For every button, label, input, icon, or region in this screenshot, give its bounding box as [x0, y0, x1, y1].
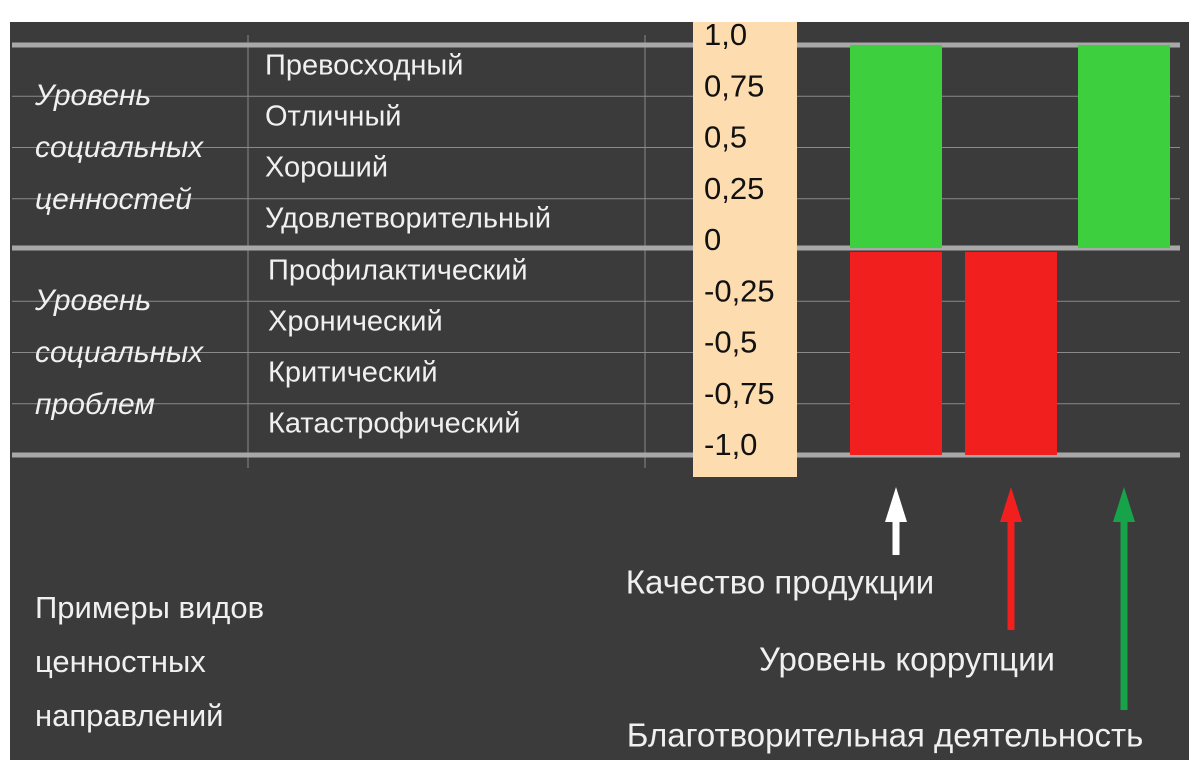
group-label: ценностей — [35, 183, 192, 216]
bar-segment — [850, 252, 942, 455]
examples-label: Примеры видов — [35, 590, 264, 625]
level-label: Хороший — [265, 152, 388, 184]
scale-label: 0,25 — [704, 171, 764, 206]
examples-label: ценностных — [35, 644, 206, 679]
group-label: проблем — [35, 388, 155, 421]
level-label: Хронический — [268, 306, 443, 338]
level-label: Катастрофический — [268, 408, 520, 440]
bar-segment — [965, 252, 1057, 455]
scale-label: 0,5 — [704, 120, 747, 155]
arrow-head — [885, 487, 907, 522]
arrow-head — [1000, 487, 1022, 522]
bar-segment — [850, 45, 942, 248]
bar-segment — [1078, 45, 1170, 248]
group-label: Уровень — [34, 79, 151, 112]
level-label: Удовлетворительный — [265, 203, 551, 235]
bar-label: Качество продукции — [626, 564, 935, 601]
bar-label: Благотворительная деятельность — [627, 717, 1144, 754]
scale-column — [693, 22, 797, 477]
arrow-head — [1113, 487, 1135, 522]
examples-label: направлений — [35, 698, 223, 733]
scale-label: -1,0 — [704, 427, 757, 462]
level-label: Превосходный — [265, 50, 463, 82]
level-label: Профилактический — [268, 255, 528, 287]
group-label: Уровень — [34, 284, 151, 317]
level-label: Отличный — [265, 101, 402, 133]
group-label: социальных — [35, 336, 204, 369]
group-label: социальных — [35, 131, 204, 164]
bar-label: Уровень коррупции — [759, 641, 1055, 678]
scale-label: 1,0 — [704, 17, 747, 52]
scale-label: -0,75 — [704, 376, 775, 411]
level-label: Критический — [268, 357, 438, 389]
scale-label: 0,75 — [704, 68, 764, 103]
scale-label: 0 — [704, 222, 721, 257]
scale-label: -0,5 — [704, 325, 757, 360]
scale-label: -0,25 — [704, 273, 775, 308]
